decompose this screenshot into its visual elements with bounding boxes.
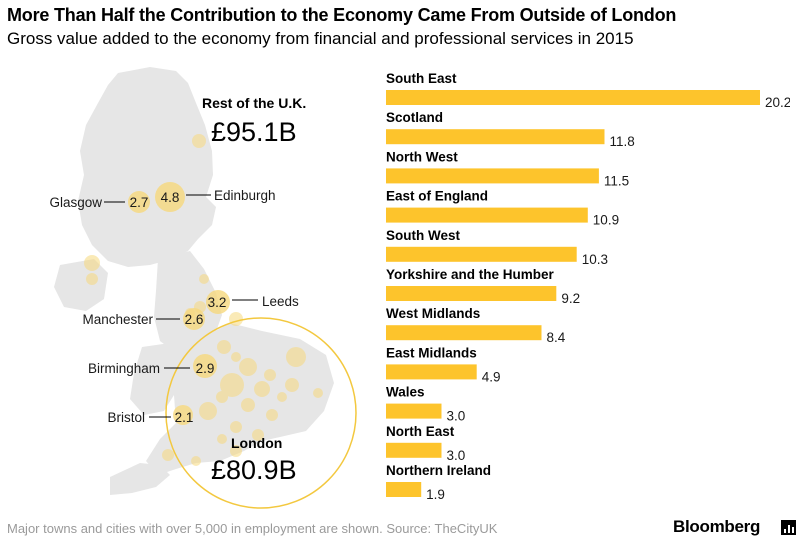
bar-value-scotland: 11.8 [609, 134, 634, 149]
bar-value-east-of-england: 10.9 [593, 213, 619, 228]
bar-value-south-east: 20.2 [765, 95, 790, 110]
bar-wales [386, 403, 442, 419]
bar-label-wales: Wales [386, 385, 425, 400]
city-value-bristol: 2.1 [175, 410, 194, 425]
uk-map: Glasgow 2.7 4.8 Edinburgh 3.2 Leeds Manc… [49, 67, 357, 509]
major-city-bubbles [128, 182, 230, 425]
chart-subtitle: Gross value added to the economy from fi… [7, 29, 634, 48]
city-name-glasgow: Glasgow [49, 195, 102, 210]
city-name-manchester: Manchester [82, 312, 153, 327]
city-value-edinburgh: 4.8 [161, 190, 180, 205]
london-value: £80.9B [211, 455, 297, 485]
bar-label-yorkshire-and-the-humber: Yorkshire and the Humber [386, 267, 555, 282]
city-name-edinburgh: Edinburgh [214, 188, 276, 203]
city-name-birmingham: Birmingham [88, 361, 160, 376]
bar-value-wales: 3.0 [447, 409, 466, 424]
bar-value-south-west: 10.3 [582, 252, 608, 267]
bar-value-north-west: 11.5 [604, 173, 629, 188]
bar-west-midlands [386, 325, 542, 341]
bar-value-east-midlands: 4.9 [482, 369, 501, 384]
bar-label-northern-ireland: Northern Ireland [386, 463, 491, 478]
bar-south-east [386, 90, 760, 105]
birmingham-bubble [193, 354, 217, 378]
leader-lines [104, 194, 258, 418]
glasgow-bubble [128, 191, 150, 213]
bloomberg-logo: Bloomberg [673, 517, 761, 536]
city-value-birmingham: 2.9 [196, 361, 215, 376]
chart-title: More Than Half the Contribution to the E… [7, 5, 677, 25]
bloomberg-chart-icon [781, 520, 796, 535]
city-name-bristol: Bristol [107, 410, 145, 425]
bar-chart: South East 20.2 Scotland 11.8 North West 11.5… [386, 71, 790, 502]
city-value-manchester: 2.6 [185, 312, 204, 327]
bar-north-east [386, 442, 442, 458]
london-ring [165, 317, 357, 509]
bar-label-south-east: South East [386, 71, 457, 86]
bar-south-west [386, 246, 577, 262]
source-note: Major towns and cities with over 5,000 i… [7, 521, 498, 536]
bristol-bubble [173, 405, 193, 425]
bar-value-northern-ireland: 1.9 [426, 487, 445, 502]
bar-label-north-east: North East [386, 424, 455, 439]
bar-north-west [386, 168, 599, 184]
rest-of-uk-label: Rest of the U.K. [202, 95, 306, 111]
bar-label-west-midlands: West Midlands [386, 306, 480, 321]
rest-of-uk-value: £95.1B [211, 117, 297, 147]
bar-rows: South East 20.2 Scotland 11.8 North West 11.5… [386, 71, 790, 502]
bar-label-east-of-england: East of England [386, 189, 488, 204]
city-value-leeds: 3.2 [208, 295, 227, 310]
bar-value-west-midlands: 8.4 [547, 330, 566, 345]
minor-town-bubbles [84, 134, 323, 466]
leeds-bubble [206, 290, 230, 314]
bar-label-scotland: Scotland [386, 110, 443, 125]
bar-east-of-england [386, 207, 588, 223]
bar-label-south-west: South West [386, 228, 461, 243]
bar-value-north-east: 3.0 [447, 448, 466, 463]
city-name-leeds: Leeds [262, 294, 299, 309]
bar-yorkshire-and-the-humber [386, 286, 557, 301]
edinburgh-bubble [155, 182, 185, 212]
bar-label-east-midlands: East Midlands [386, 345, 477, 360]
bar-value-yorkshire-and-the-humber: 9.2 [561, 291, 580, 306]
bar-label-north-west: North West [386, 149, 458, 164]
london-label: London [231, 435, 282, 451]
bar-scotland [386, 129, 605, 145]
bar-east-midlands [386, 364, 477, 380]
bar-northern-ireland [386, 482, 422, 497]
city-value-glasgow: 2.7 [130, 195, 149, 210]
manchester-bubble [183, 308, 205, 330]
